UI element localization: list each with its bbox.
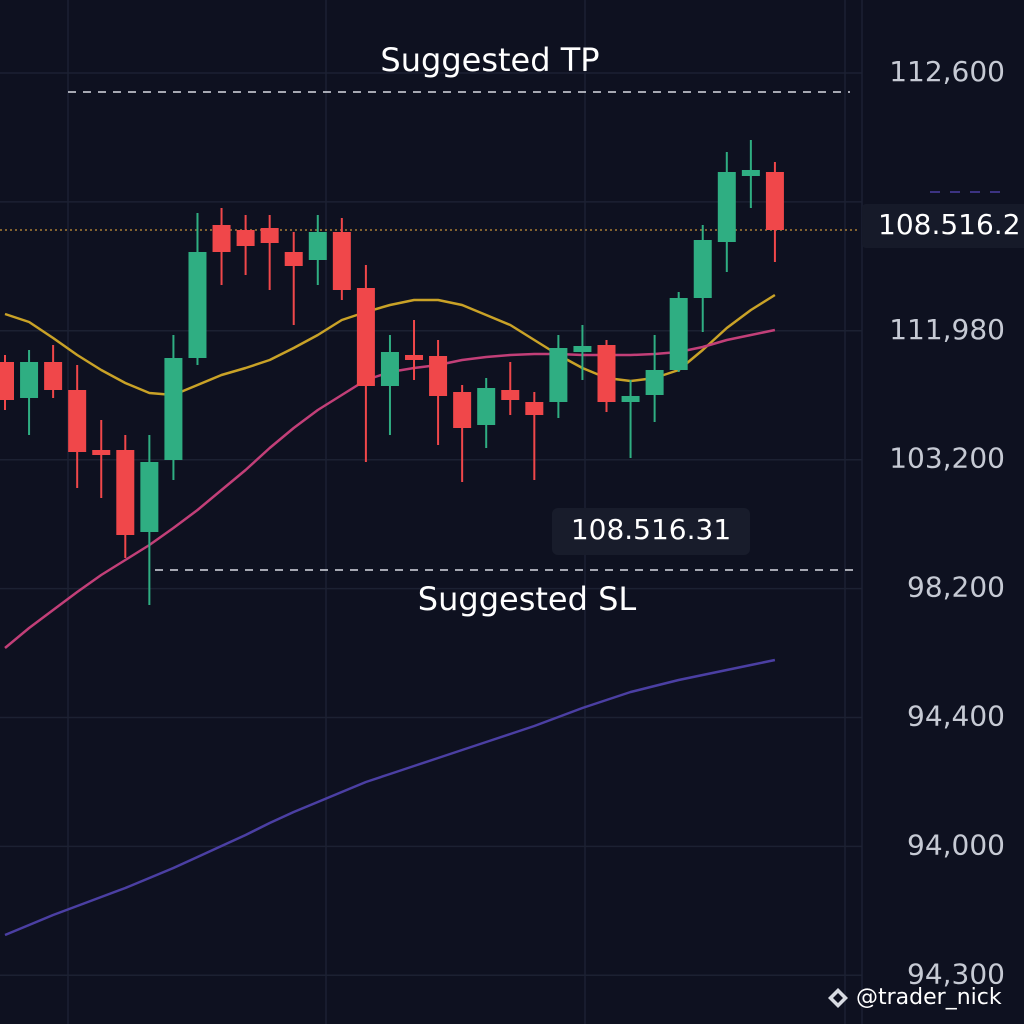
- candle-body: [0, 362, 14, 400]
- candle-body: [236, 230, 255, 246]
- y-axis-label: 112,600: [889, 55, 1005, 88]
- y-axis-label: 94,000: [907, 828, 1005, 861]
- moving-average: [4, 658, 776, 937]
- annotation: 108.516.31: [571, 513, 731, 546]
- candle-body: [284, 252, 303, 266]
- candle-body: [188, 252, 207, 358]
- candle-body: [308, 232, 327, 260]
- candle-body: [669, 298, 688, 370]
- candle-body: [356, 288, 375, 386]
- y-axis-label: 94,300: [907, 957, 1005, 990]
- sl-label: Suggested SL: [418, 580, 637, 618]
- y-axis-label: 111,980: [889, 313, 1005, 346]
- candle-body: [477, 388, 496, 425]
- candle-body: [140, 462, 159, 532]
- candle-body: [68, 390, 87, 452]
- candle-body: [501, 390, 520, 400]
- candle-body: [741, 170, 760, 176]
- watermark: @trader_nick: [856, 985, 1002, 1010]
- price-tag-box: [862, 204, 1024, 248]
- candle-body: [44, 362, 63, 390]
- price-tag: 108.516.2: [878, 208, 1021, 241]
- candle-body: [453, 392, 472, 428]
- candle-body: [765, 172, 784, 230]
- candle-body: [621, 396, 640, 402]
- candle-body: [549, 348, 568, 402]
- candle-body: [92, 450, 111, 455]
- annotation-box: [552, 508, 750, 555]
- candle-body: [405, 355, 424, 360]
- candle-body: [260, 228, 279, 243]
- candle-body: [525, 402, 544, 415]
- candle-body: [429, 356, 448, 396]
- watermark-icon: [828, 988, 848, 1008]
- candle-body: [20, 362, 39, 398]
- candle-body: [693, 240, 712, 298]
- candle-body: [573, 346, 592, 352]
- y-axis-label: 98,200: [907, 571, 1005, 604]
- y-axis-label: 103,200: [889, 442, 1005, 475]
- candle-body: [212, 225, 231, 252]
- candle-body: [717, 172, 736, 242]
- y-axis-label: 94,400: [907, 700, 1005, 733]
- plot: Suggested TP Suggested SL: [0, 41, 860, 937]
- candle-body: [597, 345, 616, 402]
- candle-body: [380, 352, 399, 386]
- candle-body: [645, 370, 664, 395]
- candle-body: [164, 358, 183, 460]
- tp-label: Suggested TP: [380, 41, 599, 79]
- candle-body: [332, 232, 351, 290]
- candle-body: [116, 450, 135, 535]
